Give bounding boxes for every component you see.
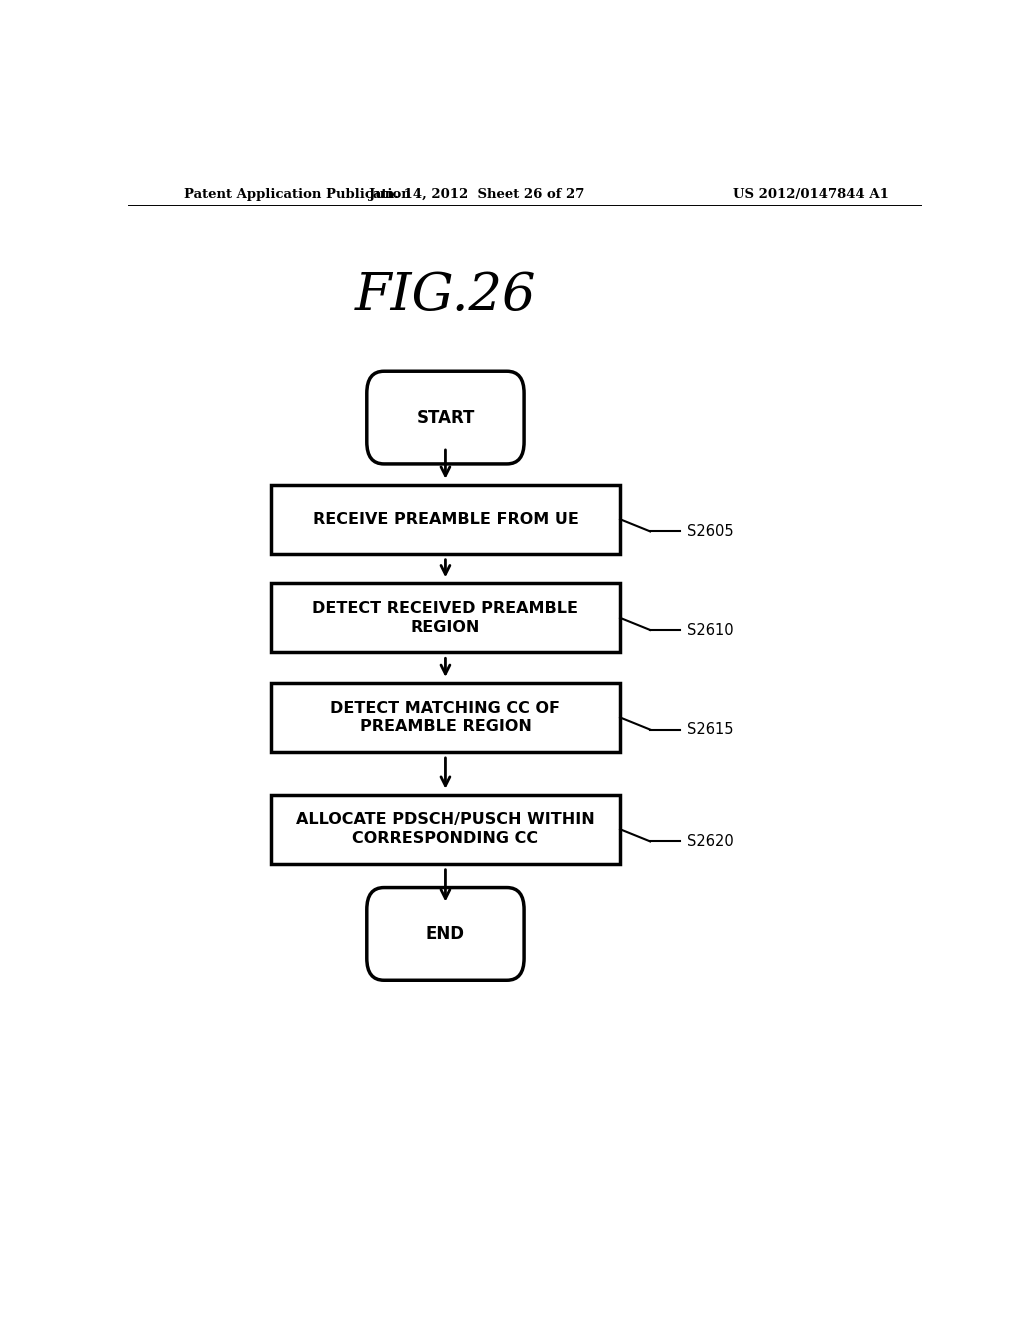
Text: S2605: S2605 bbox=[687, 524, 733, 539]
Text: S2610: S2610 bbox=[687, 623, 733, 638]
Text: DETECT RECEIVED PREAMBLE
REGION: DETECT RECEIVED PREAMBLE REGION bbox=[312, 601, 579, 635]
Text: Patent Application Publication: Patent Application Publication bbox=[183, 189, 411, 202]
FancyBboxPatch shape bbox=[270, 795, 620, 863]
FancyBboxPatch shape bbox=[270, 583, 620, 652]
FancyBboxPatch shape bbox=[367, 887, 524, 981]
Text: ALLOCATE PDSCH/PUSCH WITHIN
CORRESPONDING CC: ALLOCATE PDSCH/PUSCH WITHIN CORRESPONDIN… bbox=[296, 812, 595, 846]
Text: DETECT MATCHING CC OF
PREAMBLE REGION: DETECT MATCHING CC OF PREAMBLE REGION bbox=[331, 701, 560, 734]
Text: S2615: S2615 bbox=[687, 722, 733, 737]
FancyBboxPatch shape bbox=[270, 484, 620, 554]
FancyBboxPatch shape bbox=[367, 371, 524, 463]
Text: RECEIVE PREAMBLE FROM UE: RECEIVE PREAMBLE FROM UE bbox=[312, 512, 579, 527]
Text: Jun. 14, 2012  Sheet 26 of 27: Jun. 14, 2012 Sheet 26 of 27 bbox=[370, 189, 585, 202]
Text: US 2012/0147844 A1: US 2012/0147844 A1 bbox=[732, 189, 889, 202]
Text: FIG.26: FIG.26 bbox=[354, 271, 537, 321]
FancyBboxPatch shape bbox=[270, 682, 620, 752]
Text: S2620: S2620 bbox=[687, 834, 733, 849]
Text: END: END bbox=[426, 925, 465, 942]
Text: START: START bbox=[416, 409, 475, 426]
